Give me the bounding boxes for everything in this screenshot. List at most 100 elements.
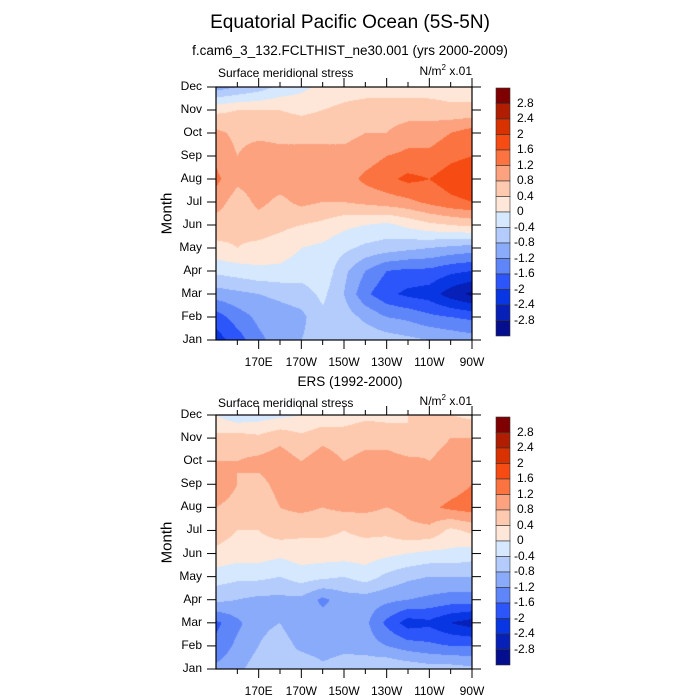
units-text: N/m: [419, 394, 442, 408]
y-tick-label-nov: Nov: [180, 102, 202, 116]
colorbar-label: -1.6: [514, 266, 535, 280]
y-tick-label-sep: Sep: [180, 476, 202, 491]
colorbar-label: 2.8: [517, 424, 534, 439]
colorbar-label: -2: [514, 610, 525, 625]
colorbar-box: [495, 509, 511, 526]
colorbar-label: 0.8: [517, 502, 534, 516]
units-scale: x.01: [445, 64, 472, 78]
y-tick-label-jan: Jan: [182, 661, 202, 675]
y-tick-label-mar: Mar: [181, 614, 202, 629]
x-tick-label-170e: 170E: [244, 355, 273, 369]
x-tick-label-130w: 130W: [370, 684, 403, 698]
colorbar-box: [495, 87, 511, 104]
y-tick-label-feb: Feb: [181, 637, 202, 652]
y-tick-label-jun: Jun: [182, 217, 202, 231]
panel-2-title: ERS (1992-2000): [297, 374, 403, 389]
colorbar-label: -2.8: [514, 641, 535, 656]
colorbar-box: [495, 525, 511, 542]
units-power: 2: [441, 393, 446, 402]
colorbar-box: [495, 196, 511, 213]
y-tick-label-oct: Oct: [183, 453, 202, 468]
colorbar-box: [495, 447, 511, 464]
panel-1-contour-field: [216, 87, 472, 340]
colorbar-label: 1.6: [517, 471, 534, 485]
colorbar-box: [495, 494, 511, 511]
colorbar-label: -0.4: [514, 548, 535, 563]
panel-2-left-string: Surface meridional stress: [218, 396, 354, 410]
units-text: N/m: [419, 64, 442, 78]
colorbar-box: [495, 258, 511, 275]
y-tick-label-feb: Feb: [181, 309, 202, 323]
colorbar-label: 2: [517, 126, 524, 141]
colorbar-label: -1.2: [514, 579, 535, 594]
x-tick-label-170w: 170W: [285, 355, 317, 369]
colorbar-box: [495, 211, 511, 228]
colorbar-box: [495, 540, 511, 557]
colorbar-box: [495, 273, 511, 290]
y-tick-label-aug: Aug: [180, 171, 202, 185]
x-tick-label-150w: 150W: [328, 684, 360, 698]
panel-1-left-string: Surface meridional stress: [218, 66, 354, 80]
colorbar-label: -2.8: [514, 312, 535, 327]
x-tick-label-150w: 150W: [328, 355, 360, 369]
colorbar-label: -2.4: [514, 626, 535, 640]
y-tick-label-aug: Aug: [180, 499, 202, 514]
colorbar-label: -0.8: [514, 564, 535, 578]
colorbar-label: -1.2: [514, 250, 535, 265]
colorbar-box: [495, 649, 511, 666]
colorbar-label: -0.4: [514, 219, 535, 234]
y-tick-label-dec: Dec: [180, 407, 202, 421]
colorbar-label: 2.4: [517, 440, 534, 454]
y-tick-label-jul: Jul: [186, 194, 202, 208]
y-tick-label-mar: Mar: [181, 286, 202, 300]
colorbar-box: [495, 602, 511, 619]
y-tick-label-jun: Jun: [182, 545, 202, 560]
y-tick-label-oct: Oct: [183, 125, 202, 139]
y-tick-label-sep: Sep: [180, 148, 202, 162]
y-tick-label-nov: Nov: [180, 430, 202, 445]
colorbar-label: 1.2: [517, 157, 534, 172]
colorbar-box: [495, 587, 511, 604]
y-tick-label-apr: Apr: [183, 263, 202, 277]
colorbar-label: -1.6: [514, 595, 535, 609]
x-tick-label-170e: 170E: [244, 684, 273, 698]
colorbar-box: [495, 571, 511, 588]
y-tick-label-may: May: [179, 568, 202, 583]
y-tick-label-dec: Dec: [180, 79, 202, 93]
colorbar-box: [495, 478, 511, 495]
colorbar-label: 0.4: [517, 517, 534, 532]
colorbar-box: [495, 134, 511, 151]
units-power: 2: [441, 63, 446, 72]
colorbar-box: [495, 320, 511, 337]
colorbar-box: [495, 149, 511, 166]
y-tick-label-jul: Jul: [186, 522, 202, 537]
panel-2-contour-field: [216, 415, 472, 669]
colorbar-box: [495, 289, 511, 306]
colorbar-box: [495, 416, 511, 433]
y-tick-label-jan: Jan: [182, 332, 202, 346]
panel-1-units: N/m2 x.01: [402, 63, 472, 78]
colorbar-label: 0: [517, 533, 524, 547]
colorbar-box: [495, 556, 511, 573]
colorbar-label: 1.6: [517, 142, 534, 156]
colorbar-label: -0.8: [514, 235, 535, 249]
x-tick-label-90w: 90W: [459, 684, 485, 698]
panel-2-units: N/m2 x.01: [402, 393, 472, 408]
panel-1-title: f.cam6_3_132.FCLTHIST_ne30.001 (yrs 2000…: [192, 43, 508, 58]
x-tick-label-170w: 170W: [285, 684, 317, 698]
y-tick-label-may: May: [179, 240, 202, 254]
colorbar-label: 2: [517, 455, 524, 470]
x-tick-label-110w: 110W: [414, 684, 445, 698]
panel-2-frame: [215, 414, 473, 670]
colorbar-label: 0.4: [517, 188, 534, 203]
colorbar-box: [495, 463, 511, 480]
colorbar-label: 2.4: [517, 111, 534, 125]
colorbar-box: [495, 304, 511, 321]
units-scale: x.01: [445, 394, 472, 408]
colorbar-label: -2.4: [514, 297, 535, 311]
panel-1-frame: [215, 86, 473, 341]
colorbar-box: [495, 227, 511, 244]
x-tick-label-90w: 90W: [459, 355, 485, 369]
colorbar-box: [495, 165, 511, 182]
